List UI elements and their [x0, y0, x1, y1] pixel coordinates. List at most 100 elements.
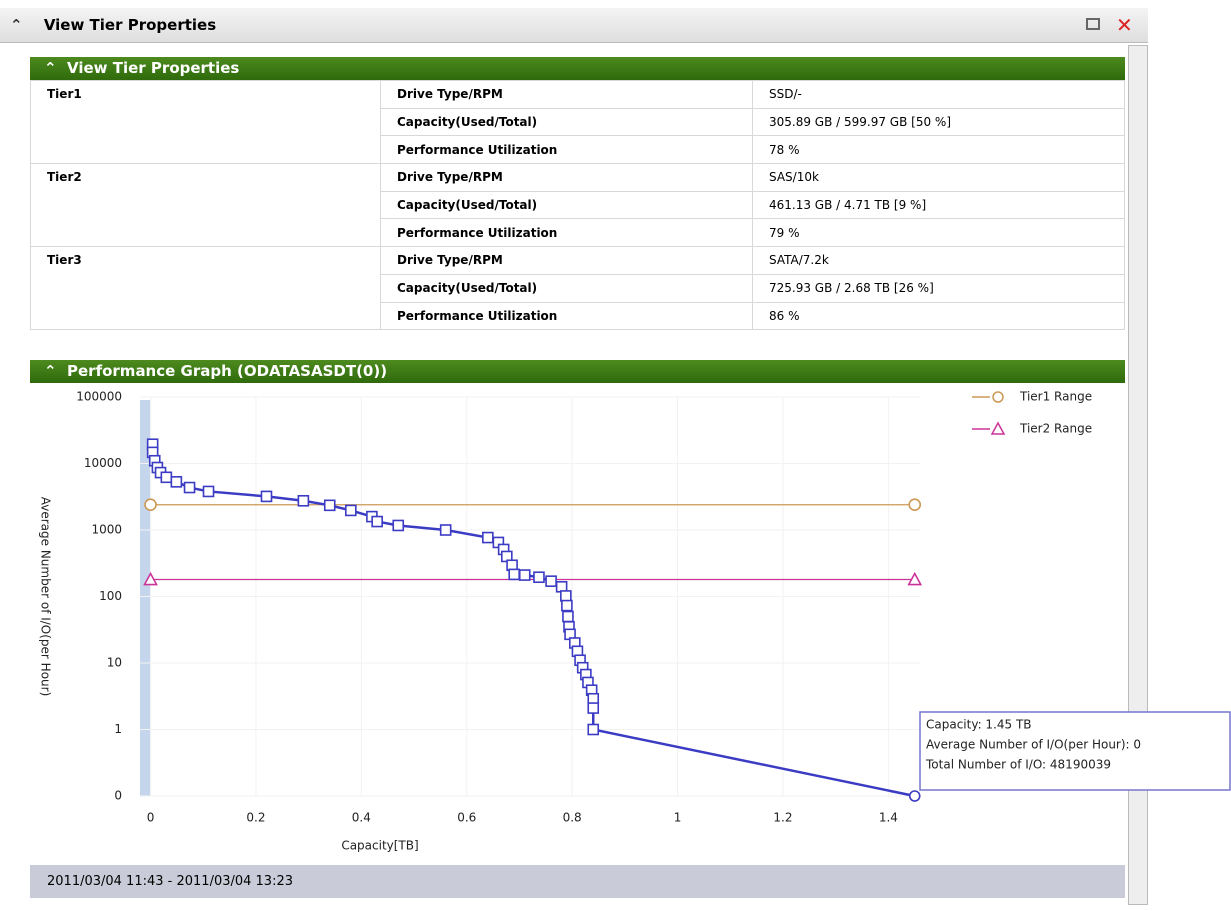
- table-row: Capacity(Used/Total) 725.93 GB / 2.68 TB …: [31, 273, 1125, 303]
- legend-marker: [992, 391, 1004, 403]
- close-button[interactable]: ✕: [1116, 13, 1133, 37]
- x-tick-label: 0: [147, 811, 155, 825]
- marker: [371, 515, 383, 528]
- y-axis-label: Average Number of I/O(per Hour): [39, 497, 53, 697]
- marker: [587, 702, 600, 714]
- tier-name: Tier1: [30, 79, 381, 165]
- property-value: 305.89 GB / 599.97 GB [50 %]: [752, 107, 1125, 137]
- property-value: 86 %: [752, 301, 1125, 331]
- legend-label: Tier1 Range: [1019, 390, 1092, 404]
- y-tick-label: 10: [107, 656, 122, 670]
- legend-marker: [990, 421, 1006, 435]
- graph-panel: ⌃ Performance Graph (ODATASASDT(0)): [30, 360, 1125, 383]
- window-title-bar: ⌃ View Tier Properties ✕: [0, 8, 1148, 43]
- marker: [323, 499, 336, 512]
- property-label: Capacity(Used/Total): [380, 190, 753, 220]
- x-axis-label: Capacity[TB]: [341, 839, 418, 853]
- table-row: Performance Utilization 79 %: [31, 218, 1125, 248]
- time-range: 2011/03/04 11:43 - 2011/03/04 13:23: [47, 874, 294, 889]
- property-label: Drive Type/RPM: [380, 163, 753, 192]
- y-tick-label: 0: [114, 789, 122, 803]
- property-label: Performance Utilization: [380, 218, 753, 248]
- marker: [561, 599, 573, 612]
- table-row: Tier1 Drive Type/RPM SSD/-: [30, 79, 1125, 165]
- table-row: Capacity(Used/Total) 461.13 GB / 4.71 TB …: [31, 190, 1125, 220]
- chart: 0 1 10 100 1000 10000 100000 0 0.2 0.4 0.6 0.8 1 1.2 1…: [39, 390, 1231, 853]
- marker: [562, 610, 574, 623]
- tooltip-text: Total Number of I/O: 48190039: [925, 758, 1111, 772]
- table-row: Tier2 Drive Type/RPM SAS/10k: [30, 163, 1125, 248]
- property-value: SATA/7.2k: [752, 246, 1125, 275]
- tooltip-box: [919, 711, 1231, 791]
- marker: [560, 590, 572, 602]
- marker: [345, 504, 357, 517]
- table-row: Capacity(Used/Total) 305.89 GB / 599.97 G…: [31, 107, 1125, 137]
- chart-body: 0 1 10 100 1000 10000 100000 0 0.2 0.4 0.6 0.8 1 1.2 1…: [39, 390, 1231, 853]
- panel-title: Performance Graph (ODATASASDT(0)): [67, 362, 388, 380]
- window-title: View Tier Properties: [43, 16, 217, 34]
- x-tick-label: 0.2: [246, 811, 265, 825]
- y-tick-label: 1: [114, 722, 122, 736]
- property-label: Performance Utilization: [380, 135, 753, 165]
- x-tick-label: 1: [674, 811, 682, 825]
- tier-panel: ⌃ View Tier Properties Tier1 Drive Type/R…: [30, 57, 1125, 331]
- x-tick-label: 0.6: [457, 811, 476, 825]
- graph-footer: 2011/03/04 11:43 - 2011/03/04 13:23: [30, 865, 1125, 898]
- property-value: 78 %: [752, 135, 1125, 165]
- marker: [587, 692, 600, 705]
- property-value: SAS/10k: [752, 163, 1125, 192]
- property-value: 461.13 GB / 4.71 TB [9 %]: [752, 190, 1125, 220]
- property-label: Capacity(Used/Total): [380, 107, 753, 137]
- marker: [183, 481, 196, 494]
- marker: [439, 524, 452, 536]
- marker: [144, 498, 157, 512]
- property-value: 725.93 GB / 2.68 TB [26 %]: [752, 273, 1125, 303]
- marker: [508, 568, 520, 581]
- marker: [392, 519, 405, 532]
- tier-table: Tier1 Drive Type/RPM SSD/- Capacity(Used/To…: [30, 79, 1125, 331]
- collapse-icon[interactable]: ⌃: [10, 16, 23, 34]
- marker: [297, 494, 310, 507]
- property-label: Capacity(Used/Total): [380, 273, 753, 303]
- tooltip-text: Average Number of I/O(per Hour): 0: [926, 738, 1141, 752]
- table-row: Tier3 Drive Type/RPM SATA/7.2k: [30, 246, 1125, 331]
- scrollbar[interactable]: [1128, 45, 1148, 905]
- panel-title: View Tier Properties: [67, 59, 240, 77]
- marker: [908, 790, 921, 802]
- marker: [482, 531, 494, 544]
- panel-header: ⌃ View Tier Properties: [30, 57, 1125, 80]
- property-value: SSD/-: [752, 80, 1125, 109]
- marker: [170, 476, 183, 488]
- marker: [908, 498, 922, 512]
- marker: [260, 490, 273, 503]
- marker: [160, 471, 173, 484]
- x-tick-label: 1.4: [879, 811, 898, 825]
- marker: [545, 575, 557, 587]
- x-tick-label: 0.4: [352, 811, 371, 825]
- property-label: Drive Type/RPM: [380, 80, 753, 109]
- property-label: Performance Utilization: [380, 301, 753, 331]
- x-tick-label: 1.2: [773, 811, 792, 825]
- tier-name: Tier3: [30, 246, 381, 331]
- property-value: 79 %: [752, 218, 1125, 248]
- y-tick-label: 10000: [84, 456, 122, 470]
- y-tick-label: 100: [99, 589, 122, 603]
- x-tick-label: 0.8: [563, 811, 582, 825]
- maximize-button[interactable]: [1086, 18, 1100, 30]
- panel-header: ⌃ Performance Graph (ODATASASDT(0)): [30, 360, 1125, 383]
- axis-band: [140, 400, 150, 796]
- marker: [907, 571, 923, 586]
- y-tick-label: 1000: [91, 523, 122, 537]
- marker: [202, 485, 215, 498]
- legend-label: Tier2 Range: [1019, 422, 1092, 436]
- marker: [518, 569, 531, 581]
- tier-name: Tier2: [30, 163, 381, 248]
- marker: [143, 571, 158, 586]
- marker: [533, 571, 545, 584]
- property-label: Drive Type/RPM: [380, 246, 753, 275]
- y-tick-label: 100000: [76, 390, 122, 404]
- marker: [587, 723, 600, 736]
- table-row: Performance Utilization 86 %: [31, 301, 1125, 331]
- tooltip-text: Capacity: 1.45 TB: [926, 718, 1032, 732]
